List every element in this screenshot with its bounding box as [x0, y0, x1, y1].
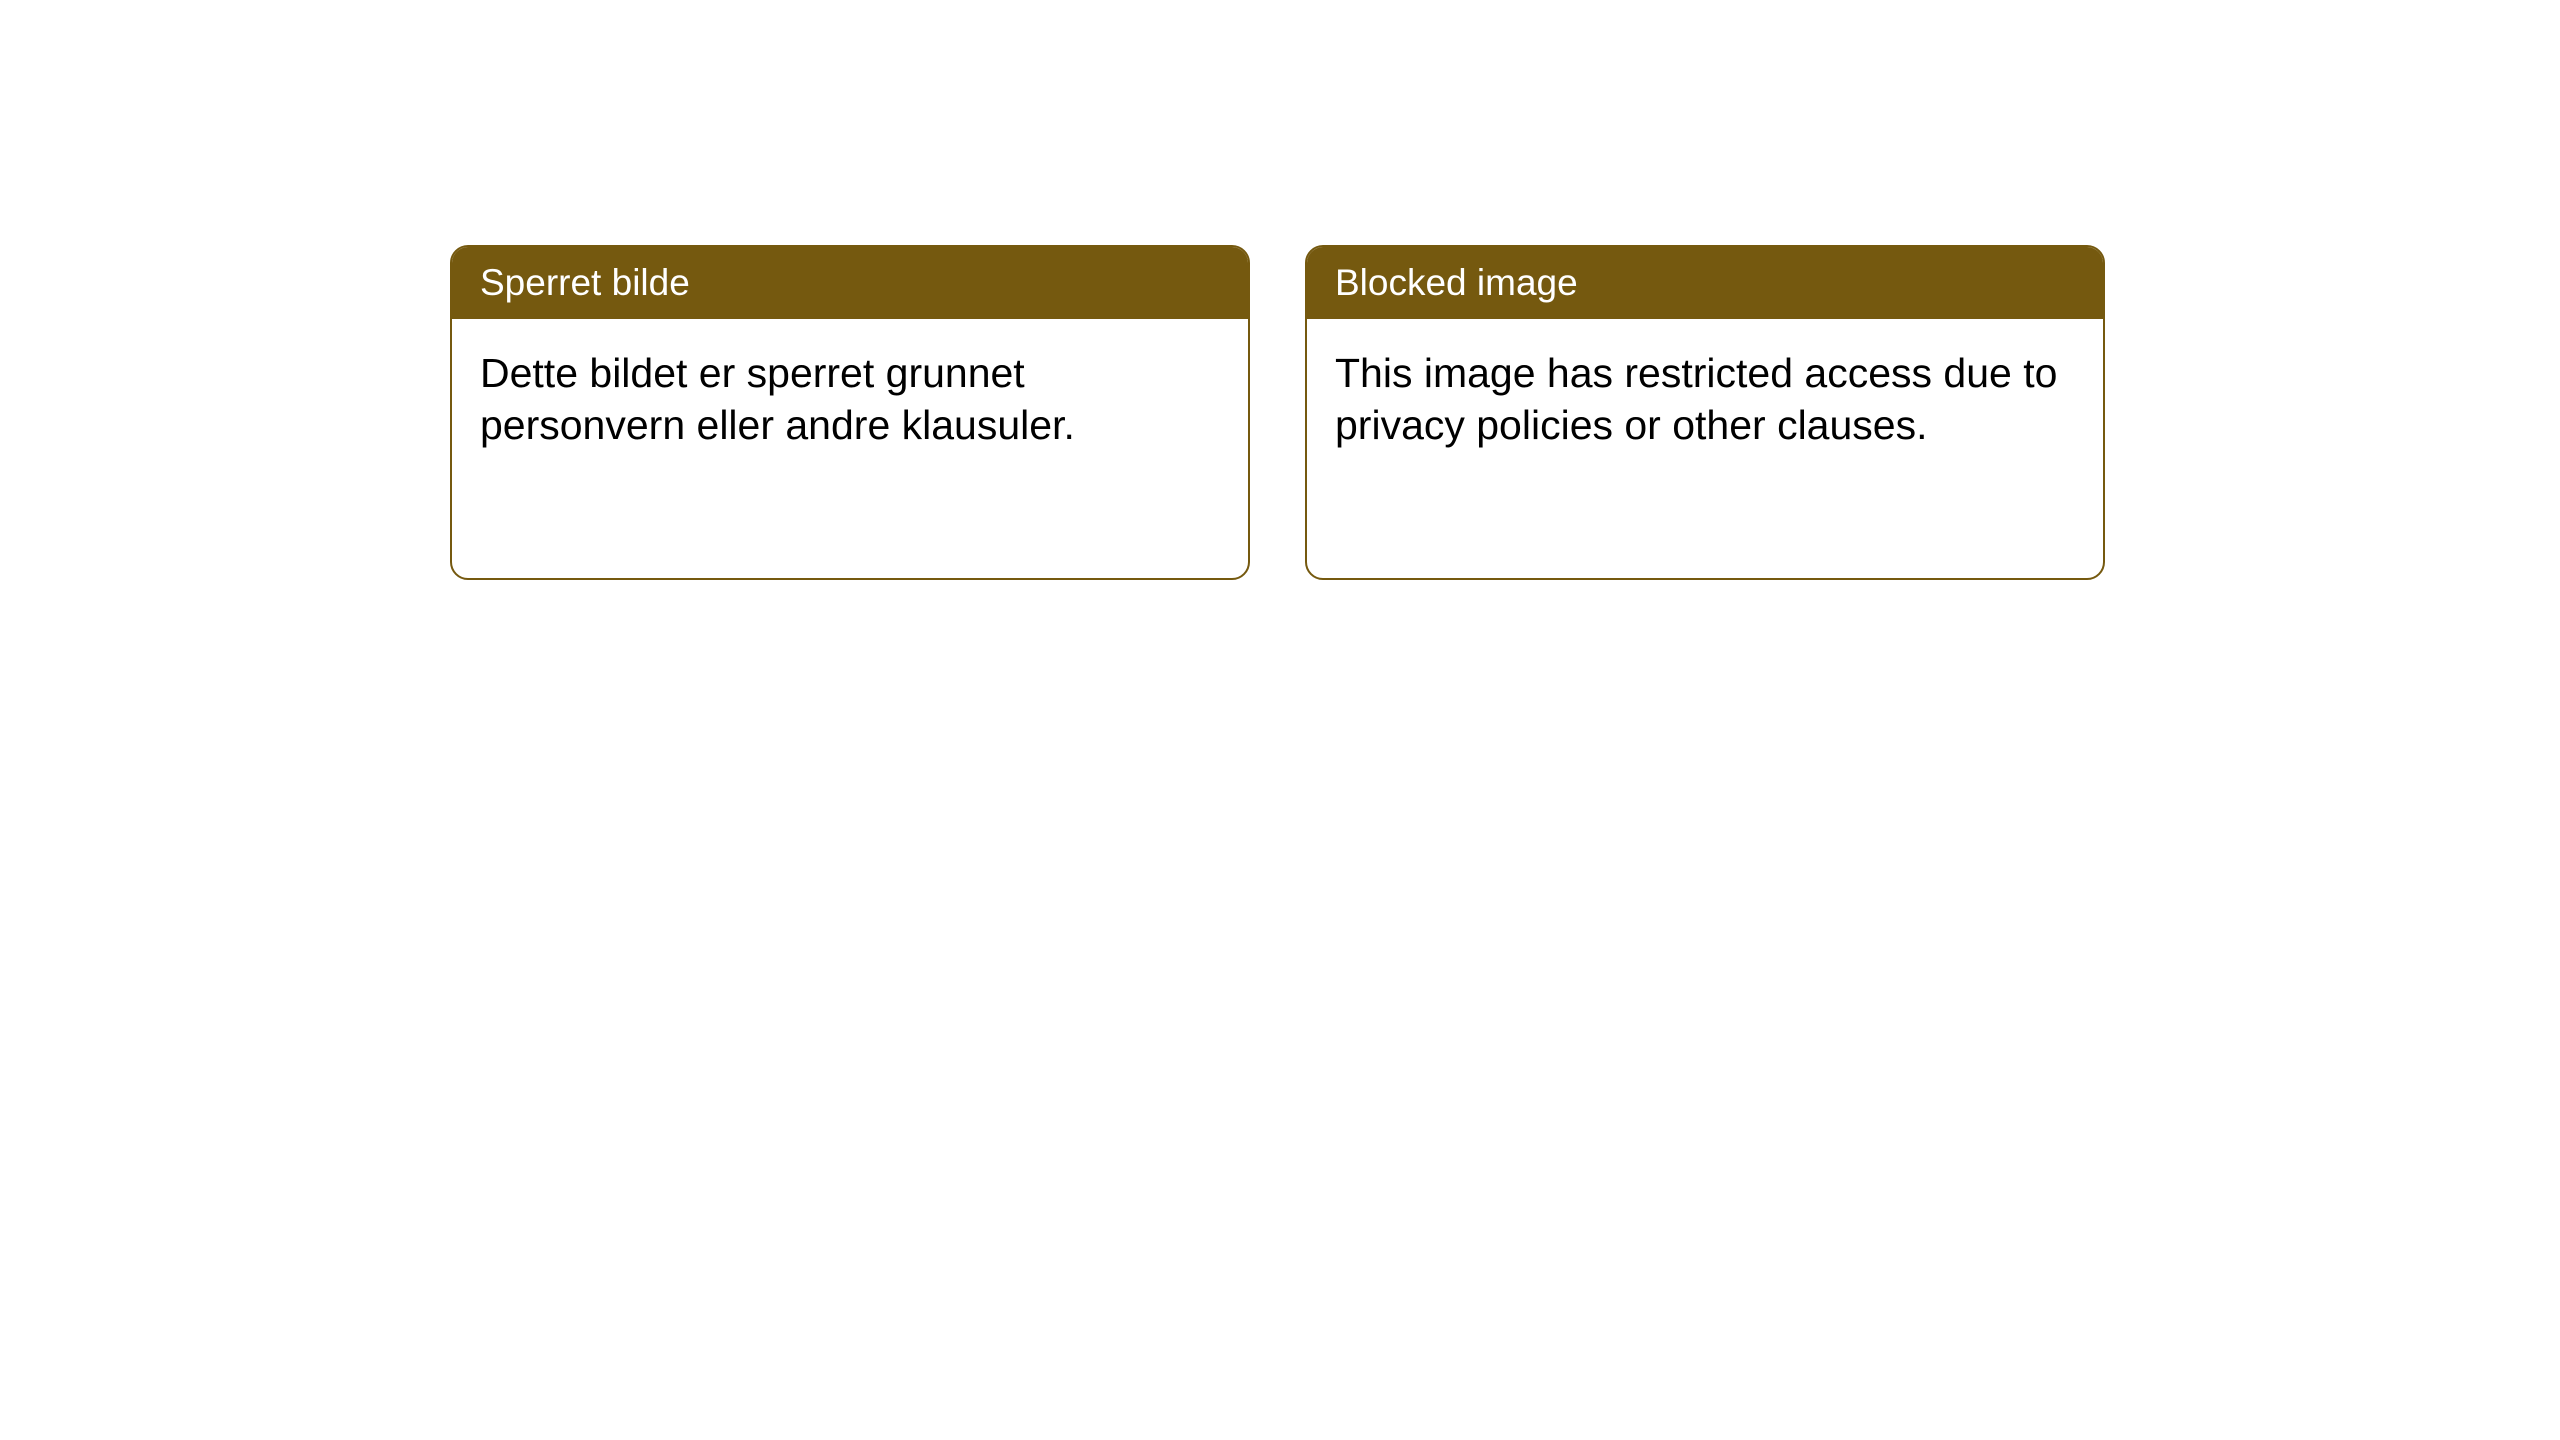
- notice-container: Sperret bilde Dette bildet er sperret gr…: [450, 245, 2105, 580]
- notice-body-norwegian: Dette bildet er sperret grunnet personve…: [452, 319, 1248, 480]
- notice-title-english: Blocked image: [1307, 247, 2103, 319]
- notice-title-norwegian: Sperret bilde: [452, 247, 1248, 319]
- notice-card-norwegian: Sperret bilde Dette bildet er sperret gr…: [450, 245, 1250, 580]
- notice-card-english: Blocked image This image has restricted …: [1305, 245, 2105, 580]
- notice-body-english: This image has restricted access due to …: [1307, 319, 2103, 480]
